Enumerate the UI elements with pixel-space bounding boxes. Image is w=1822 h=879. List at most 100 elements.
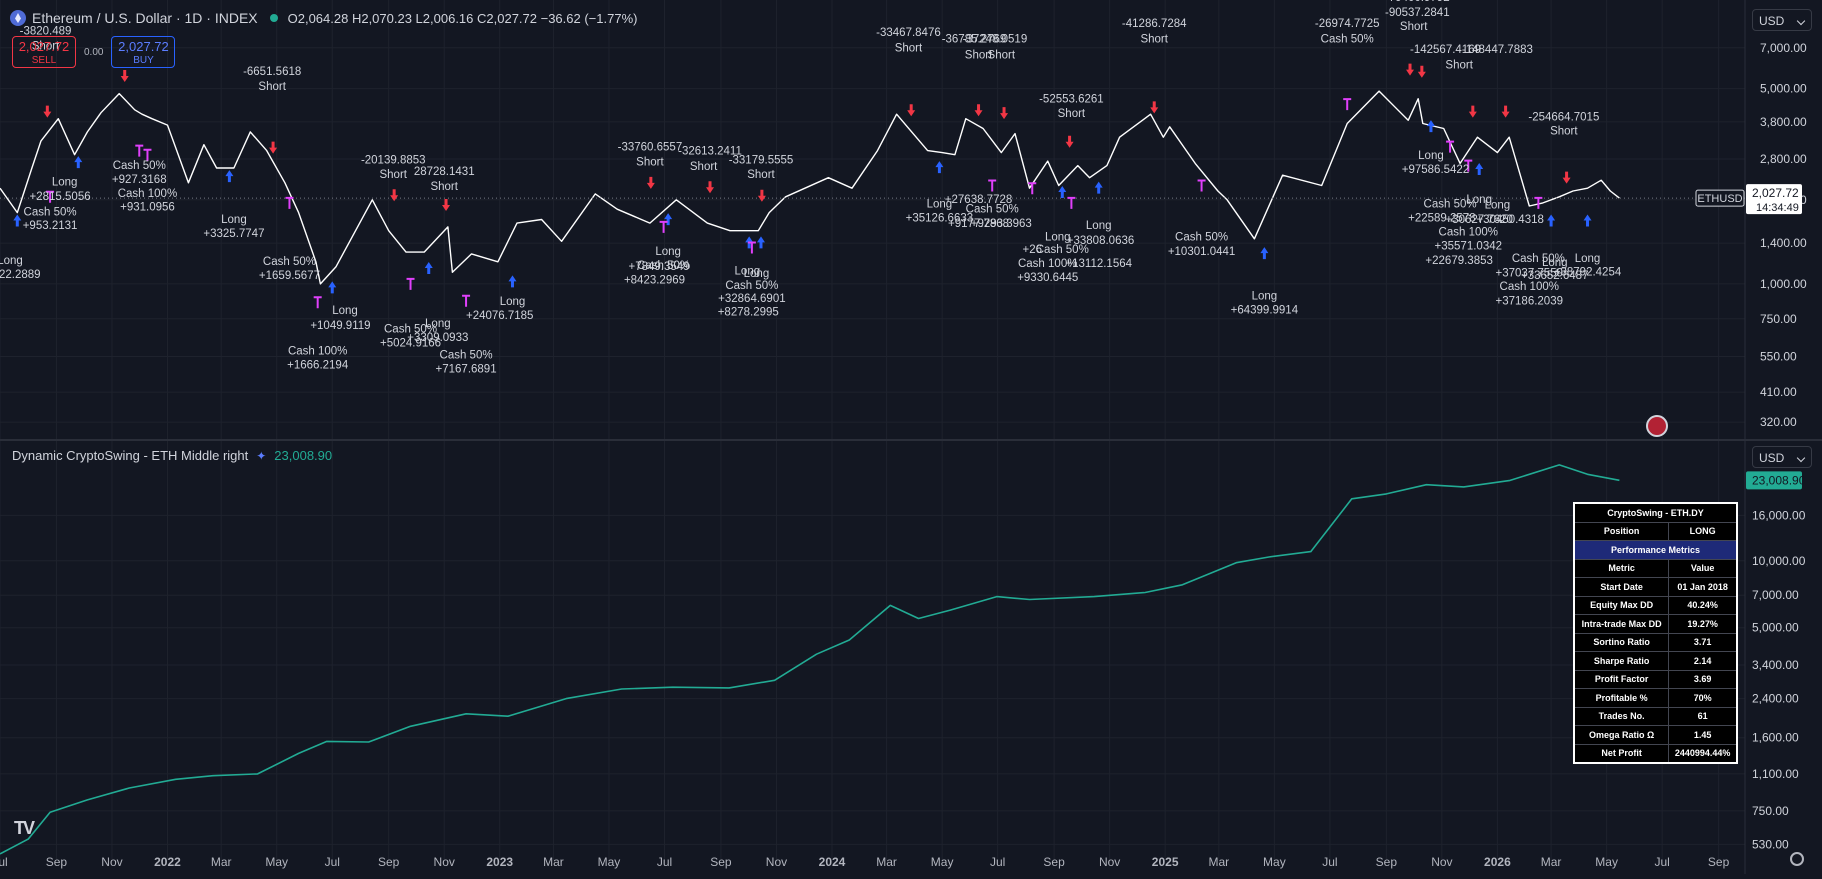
- trade-annotation: Short: [690, 161, 718, 173]
- short-arrow: [1065, 135, 1074, 148]
- trade-annotation: +10301.0441: [1168, 246, 1235, 258]
- trade-annotation: Long: [1045, 231, 1071, 243]
- buy-button[interactable]: 2,027.72 BUY: [111, 36, 176, 68]
- position-value: LONG: [1668, 521, 1738, 541]
- currency-select-bottom[interactable]: USD: [1752, 446, 1812, 468]
- short-arrow: [1150, 101, 1159, 114]
- buy-label: BUY: [133, 55, 154, 66]
- equity-last-box: [1746, 471, 1802, 490]
- cash-marker: [659, 220, 668, 233]
- y-tick-label: 1,600.00: [1752, 731, 1799, 745]
- trade-annotation: Cash 50%: [725, 280, 778, 292]
- trade-annotation: Short: [965, 50, 993, 62]
- sell-price: 2,027.72: [18, 39, 70, 54]
- trade-annotation: Short: [32, 41, 60, 53]
- trade-annotation: +33808.0636: [1067, 235, 1134, 247]
- cash-marker: [1446, 140, 1455, 153]
- trade-annotation: Long: [1575, 253, 1601, 265]
- short-arrow: [1468, 105, 1477, 118]
- table-row: Intra-trade Max DD 19.27%: [1573, 614, 1738, 634]
- metric-name: Equity Max DD: [1573, 595, 1670, 615]
- equity-line[interactable]: [0, 464, 1620, 855]
- y-tick-label: 320.00: [1760, 415, 1797, 429]
- flag-icon[interactable]: [1646, 415, 1668, 437]
- short-arrow: [706, 181, 715, 194]
- trade-annotation: -26974.7725: [1315, 18, 1380, 30]
- symbol-header[interactable]: Ethereum / U.S. Dollar · 1D · INDEX O2,0…: [10, 10, 637, 26]
- x-tick-label: Jul: [325, 855, 340, 869]
- trade-annotation: Long: [0, 255, 23, 267]
- table-row: Trades No. 61: [1573, 706, 1738, 726]
- metric-value: 2440994.44%: [1668, 743, 1738, 764]
- table-row: Start Date 01 Jan 2018: [1573, 577, 1738, 597]
- y-tick-label: 2,800.00: [1760, 152, 1807, 166]
- indicator-title[interactable]: Dynamic CryptoSwing - ETH Middle right: [12, 448, 249, 463]
- y-tick-label: 1,000.00: [1760, 277, 1807, 291]
- x-tick-label: Mar: [1541, 855, 1562, 869]
- cash-marker: [1343, 98, 1352, 111]
- x-tick-label: Sep: [1376, 855, 1398, 869]
- x-tick-label: Jul: [0, 855, 8, 869]
- tradingview-logo[interactable]: TV: [14, 818, 35, 838]
- trade-annotation: Long: [332, 305, 358, 317]
- trade-annotation: -33467.8476: [876, 27, 941, 39]
- trade-annotation: +97586.5422: [1402, 164, 1469, 176]
- table-row: Equity Max DD 40.24%: [1573, 595, 1738, 615]
- trade-annotation: +1666.2194: [287, 359, 349, 371]
- trade-annotation: +9330.6445: [1017, 272, 1078, 284]
- trade-annotation: +1659.5677: [259, 270, 320, 282]
- metric-name: Profitable %: [1573, 688, 1670, 708]
- trade-annotation: +22679.3853: [1425, 255, 1492, 267]
- trade-annotation: Long: [744, 268, 770, 280]
- x-tick-label: May: [598, 855, 621, 869]
- trade-annotation: Cash 50%: [1512, 253, 1565, 265]
- y-tick-label: 2,400.00: [1752, 692, 1799, 706]
- countdown-label: 14:34:49: [1756, 202, 1799, 214]
- short-arrow: [646, 176, 655, 189]
- x-tick-label: Sep: [378, 855, 400, 869]
- long-arrow: [1547, 214, 1556, 227]
- y-tick-label: 530.00: [1752, 837, 1789, 851]
- metric-name: Profit Factor: [1573, 669, 1670, 689]
- symbol-title[interactable]: Ethereum / U.S. Dollar · 1D · INDEX: [32, 10, 258, 26]
- trade-annotation: Short: [1550, 125, 1578, 137]
- trade-annotation: Short: [636, 157, 664, 169]
- short-arrow: [1406, 63, 1415, 76]
- y-tick-label: 10,000.00: [1752, 554, 1806, 568]
- trade-annotation: -20139.8853: [361, 154, 426, 166]
- trade-annotation: -41286.7284: [1122, 18, 1187, 30]
- sparkle-icon[interactable]: ✦: [256, 448, 267, 463]
- trade-annotation: Short: [379, 169, 407, 181]
- x-tick-label: Jul: [1654, 855, 1669, 869]
- table-row: Profit Factor 3.69: [1573, 669, 1738, 689]
- ohlc-readout: O2,064.28 H2,070.23 L2,006.16 C2,027.72 …: [287, 10, 638, 26]
- trade-annotation: Cash 50%: [1175, 231, 1228, 243]
- metric-value: 61: [1668, 706, 1738, 726]
- y-tick-label: 750.00: [1760, 312, 1797, 326]
- sell-button[interactable]: 2,027.72 SELL: [12, 36, 76, 68]
- trade-annotation: +9293.3963: [971, 218, 1032, 230]
- cash-marker: [1067, 196, 1076, 209]
- trade-annotation: +3309.0933: [407, 332, 468, 344]
- trade-annotation: +1049.9119: [310, 320, 370, 332]
- short-arrow: [269, 141, 278, 154]
- column-header-metric: Metric: [1573, 558, 1670, 578]
- indicator-legend[interactable]: Dynamic CryptoSwing - ETH Middle right ✦…: [12, 448, 332, 463]
- long-arrow: [1583, 214, 1592, 227]
- section-header: Performance Metrics: [1573, 540, 1738, 560]
- currency-select-top[interactable]: USD: [1752, 9, 1812, 31]
- position-label: Position: [1573, 521, 1670, 541]
- price-line[interactable]: [0, 90, 1620, 285]
- gear-icon[interactable]: [1790, 852, 1804, 866]
- x-tick-label: Jul: [1322, 855, 1337, 869]
- trade-annotation: Short: [258, 81, 286, 93]
- table-row: Net Profit 2440994.44%: [1573, 743, 1738, 764]
- y-tick-label: 550.00: [1760, 349, 1797, 363]
- y-tick-label: 1,100.00: [1752, 767, 1799, 781]
- trade-annotation: +7167.6891: [436, 363, 497, 375]
- x-tick-label: Nov: [1431, 855, 1452, 869]
- trade-annotation: Long: [52, 176, 78, 188]
- metric-value: 01 Jan 2018: [1668, 577, 1738, 597]
